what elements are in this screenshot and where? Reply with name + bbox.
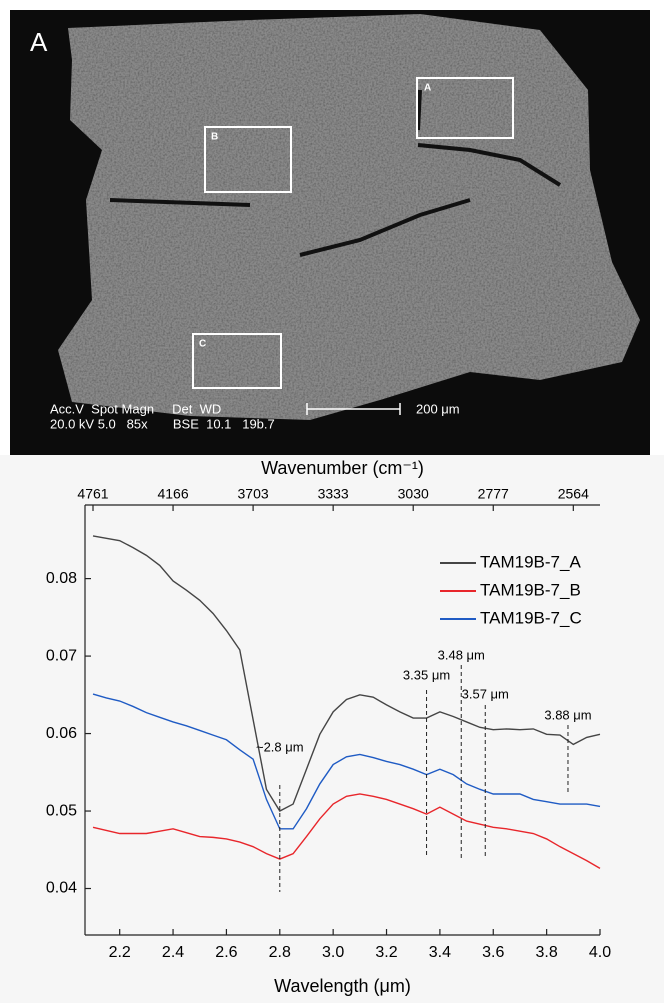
scale-bar (306, 403, 401, 415)
legend-label: TAM19B-7_C (480, 608, 582, 627)
x-tick-label: 2.8 (269, 944, 291, 961)
x-tick-label: 3.2 (375, 944, 397, 961)
sem-info: 20.0 kV 5.0 85x BSE 10.1 19b.7 (50, 416, 275, 431)
x2-tick-label: 4761 (77, 486, 108, 502)
x-tick-label: 3.8 (536, 944, 558, 961)
series-line (92, 693, 601, 830)
y-tick-label: 0.05 (46, 802, 77, 819)
region-label: C (199, 339, 206, 350)
x2-tick-label: 2564 (558, 486, 589, 502)
x-tick-label: 3.0 (322, 944, 344, 961)
annotation-label: 3.57 μm (462, 686, 509, 701)
region-box (204, 126, 292, 193)
region-label: B (211, 132, 218, 143)
x2-tick-label: 3703 (238, 486, 269, 502)
sem-crack (109, 89, 562, 257)
x2-tick-label: 2777 (478, 486, 509, 502)
x-tick-label: 2.4 (162, 944, 184, 961)
y-tick-label: 0.08 (46, 570, 77, 587)
annotation-label: ~2.8 μm (256, 739, 304, 754)
scale-bar-label: 200 μm (416, 401, 460, 416)
x-tick-label: 3.4 (429, 944, 451, 961)
sem-info: Acc.V Spot Magn Det WD (50, 401, 221, 416)
x2-axis-title: Wavenumber (cm⁻¹) (261, 458, 424, 478)
x-tick-label: 3.6 (482, 944, 504, 961)
region-label: A (424, 83, 431, 94)
region-box (192, 333, 282, 389)
series-line (92, 793, 601, 869)
x2-tick-label: 3333 (318, 486, 349, 502)
sem-sample (58, 14, 640, 420)
annotation-label: 3.35 μm (403, 667, 450, 682)
x-axis-title: Wavelength (μm) (274, 976, 411, 996)
x-tick-label: 2.6 (215, 944, 237, 961)
legend-label: TAM19B-7_A (480, 552, 581, 571)
chart: 0.04 0.05 0.06 0.07 0.08 2.2 2.4 2.6 2.8 3.0 3.2 3.… (46, 458, 611, 996)
panel-label: A (30, 27, 48, 57)
region-box (416, 77, 514, 139)
y-tick-label: 0.04 (46, 880, 77, 897)
x-tick-label: 2.2 (109, 944, 131, 961)
x2-tick-label: 3030 (398, 486, 429, 502)
x-tick-label: 4.0 (589, 944, 611, 961)
y-tick-label: 0.07 (46, 647, 77, 664)
annotation-label: 3.48 μm (438, 647, 485, 662)
x2-tick-label: 4166 (157, 486, 188, 502)
legend-label: TAM19B-7_B (480, 580, 581, 599)
series-line (92, 535, 601, 812)
y-tick-label: 0.06 (46, 725, 77, 742)
annotation-label: 3.88 μm (544, 707, 591, 722)
chart-background (0, 455, 664, 1003)
